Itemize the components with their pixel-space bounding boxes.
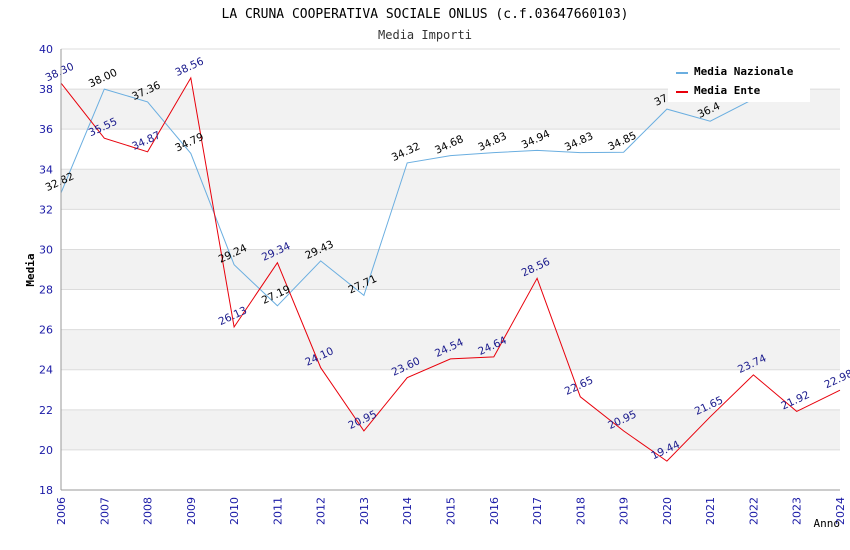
x-tick-label: 2016 bbox=[488, 497, 501, 525]
x-axis-label: Anno bbox=[814, 517, 841, 530]
y-tick-label: 30 bbox=[39, 243, 53, 256]
x-tick-label: 2024 bbox=[834, 497, 847, 525]
grid-band bbox=[61, 169, 840, 210]
legend-label-media-nazionale: Media Nazionale bbox=[694, 65, 794, 78]
y-tick-label: 38 bbox=[39, 83, 53, 96]
y-tick-label: 40 bbox=[39, 43, 53, 56]
grid-band bbox=[61, 449, 840, 490]
grid-band bbox=[61, 249, 840, 290]
x-tick-label: 2009 bbox=[185, 497, 198, 525]
series-lines bbox=[60, 76, 841, 462]
y-tick-label: 22 bbox=[39, 404, 53, 417]
x-tick-label: 2015 bbox=[445, 497, 458, 525]
axes bbox=[60, 49, 840, 491]
x-tick-labels: 2006 2007 2008 2009 2010 2011 2012 2013 2014 2015… bbox=[55, 497, 847, 525]
y-tick-label: 28 bbox=[39, 284, 53, 297]
x-tick-label: 2014 bbox=[401, 497, 414, 525]
gridlines bbox=[61, 48, 840, 491]
chart-subtitle: Media Importi bbox=[378, 28, 472, 42]
y-tick-label: 34 bbox=[39, 163, 53, 176]
x-tick-label: 2021 bbox=[704, 497, 717, 525]
x-tick-label: 2010 bbox=[228, 497, 241, 525]
x-tick-label: 2019 bbox=[618, 497, 631, 525]
x-tick-label: 2013 bbox=[358, 497, 371, 525]
y-tick-label: 32 bbox=[39, 203, 53, 216]
legend-background bbox=[668, 60, 810, 102]
x-tick-label: 2018 bbox=[574, 497, 587, 525]
x-tick-label: 2011 bbox=[271, 497, 284, 525]
legend-label-media-ente: Media Ente bbox=[694, 84, 761, 97]
grid-band bbox=[61, 369, 840, 410]
x-tick-label: 2017 bbox=[531, 497, 544, 525]
y-tick-label: 20 bbox=[39, 444, 53, 457]
x-tick-label: 2007 bbox=[98, 497, 111, 525]
x-tick-label: 2006 bbox=[55, 497, 68, 525]
y-tick-labels: 18 20 22 24 26 28 30 32 34 36 38 40 bbox=[39, 43, 53, 497]
x-tick-label: 2022 bbox=[747, 497, 760, 525]
x-tick-label: 2023 bbox=[791, 497, 804, 525]
grid-band bbox=[61, 209, 840, 250]
legend: Media Nazionale Media Ente bbox=[668, 60, 810, 102]
series-line-media-ente bbox=[60, 76, 841, 462]
x-tick-label: 2012 bbox=[315, 497, 328, 525]
grid-band bbox=[61, 329, 840, 370]
grid-band bbox=[61, 289, 840, 330]
background-bands bbox=[61, 49, 840, 490]
x-tick-label: 2020 bbox=[661, 497, 674, 525]
y-axis-label: Media bbox=[24, 253, 37, 286]
grid-band bbox=[61, 409, 840, 450]
grid-band bbox=[61, 129, 840, 170]
y-tick-label: 18 bbox=[39, 484, 53, 497]
series-line-media-nazionale bbox=[60, 88, 754, 307]
y-tick-label: 26 bbox=[39, 324, 53, 337]
x-tick-label: 2008 bbox=[142, 497, 155, 525]
y-tick-label: 24 bbox=[39, 364, 53, 377]
chart-title: LA CRUNA COOPERATIVA SOCIALE ONLUS (c.f.… bbox=[222, 7, 629, 22]
y-tick-label: 36 bbox=[39, 123, 53, 136]
